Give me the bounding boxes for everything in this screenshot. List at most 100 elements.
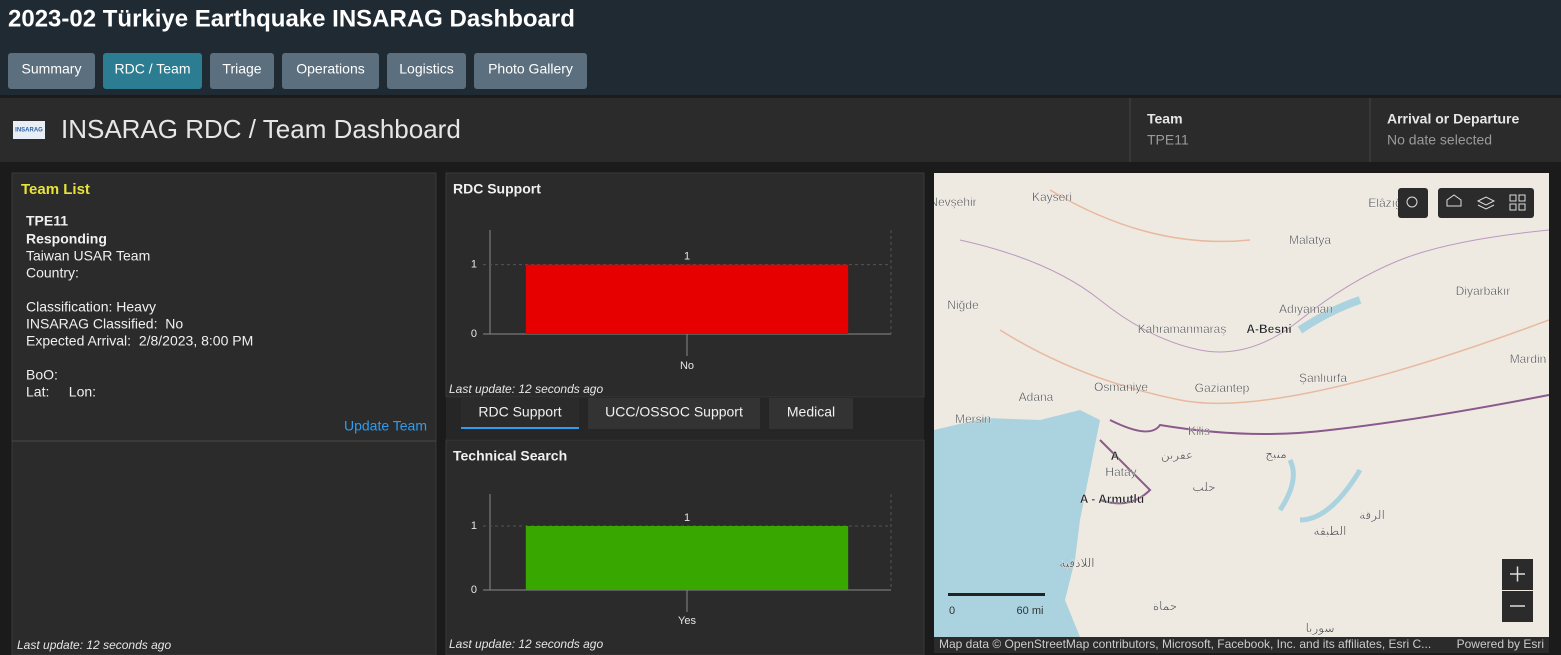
map-label: Mersin: [955, 412, 991, 426]
team-line: Country:: [26, 265, 79, 281]
y-tick-label: 1: [471, 259, 477, 271]
y-tick-label: 1: [471, 520, 477, 532]
footer: Last update: 12 seconds ago: [449, 382, 603, 396]
chart-title: Technical Search: [453, 448, 567, 464]
map-sea: [934, 410, 1100, 637]
team-line: Responding: [26, 231, 107, 247]
panel-title: Team List: [21, 181, 90, 198]
selector-value: TPE11: [1147, 132, 1189, 148]
logo-text: INSARAG: [15, 128, 43, 134]
map-label: Hatay: [1105, 465, 1136, 479]
tab-label: Operations: [296, 61, 364, 77]
map-label: عفرين: [1161, 448, 1193, 462]
home-icon: [1446, 194, 1462, 207]
bar: [525, 526, 849, 590]
team-line: TPE11: [26, 213, 68, 229]
data-label: 1: [684, 251, 690, 263]
map-label: Kayseri: [1032, 190, 1072, 204]
tab-label: Photo Gallery: [488, 61, 573, 77]
team-line: Lat: Lon:: [26, 384, 96, 400]
tab-label: RDC / Team: [115, 61, 191, 77]
app-title: 2023-02 Türkiye Earthquake INSARAG Dashb…: [8, 5, 575, 32]
footer: Last update: 12 seconds ago: [17, 638, 171, 652]
map-label: اللاذقية: [1059, 556, 1094, 570]
update-link[interactable]: Update Team: [344, 418, 427, 434]
tab[interactable]: [474, 53, 587, 89]
map-border: [1099, 439, 1152, 505]
header-bar: [0, 98, 1561, 162]
scale-label: 60 mi: [1017, 605, 1044, 617]
map-label: Diyarbakır: [1456, 284, 1511, 298]
map-label: حلب: [1192, 480, 1215, 494]
map-label: Osmaniye: [1094, 380, 1148, 394]
map-label: Mardin: [1510, 352, 1547, 366]
chart-tab-label: Medical: [787, 404, 835, 420]
chart-tab[interactable]: [461, 398, 579, 429]
team-line: BoO:: [26, 367, 58, 383]
map-label: Malatya: [1289, 233, 1331, 247]
map-label: A-Besni: [1246, 322, 1291, 336]
map-label: الطبقة: [1314, 524, 1347, 538]
map-road: [999, 189, 1549, 405]
plus-icon: [1510, 566, 1525, 582]
logo: INSARAG: [13, 121, 45, 139]
map-label: منبج: [1265, 447, 1286, 461]
attribution: Map data © OpenStreetMap contributors, M…: [939, 637, 1431, 651]
team-line: Classification: Heavy: [26, 299, 156, 315]
map-label: A: [1111, 449, 1120, 463]
attribution-bar: [934, 637, 1549, 653]
map-label: Şanlıurfa: [1299, 371, 1347, 385]
search-icon: [1406, 196, 1418, 208]
scale-label: 0: [949, 605, 955, 617]
chart-tab[interactable]: [588, 398, 760, 429]
data-label: 1: [684, 512, 690, 524]
qr-icon: [1509, 194, 1526, 211]
tab-underline: [461, 427, 579, 429]
tab-label: Logistics: [399, 61, 453, 77]
selector-label[interactable]: Arrival or Departure: [1387, 111, 1519, 127]
bar: [525, 264, 849, 334]
search-button[interactable]: [1398, 188, 1428, 218]
team-panel: [11, 172, 437, 655]
chart-tab-label: RDC Support: [478, 404, 561, 420]
tab[interactable]: [387, 53, 466, 89]
chart-title: RDC Support: [453, 181, 541, 197]
chart-tab[interactable]: [769, 398, 853, 429]
team-line: Expected Arrival: 2/8/2023, 8:00 PM: [26, 333, 253, 349]
map-label: Kahramanmaraş: [1138, 322, 1227, 336]
y-tick-label: 0: [471, 584, 477, 596]
team-line: INSARAG Classified: No: [26, 316, 183, 332]
tab[interactable]: [8, 53, 95, 89]
tab[interactable]: [103, 53, 202, 89]
powered-by: Powered by Esri: [1457, 637, 1544, 651]
map-label: Nevşehir: [929, 195, 976, 209]
map-river: [1277, 458, 1363, 523]
selector-label[interactable]: Team: [1147, 111, 1183, 127]
map-label: Elâzığ: [1368, 196, 1401, 210]
map-label: Gaziantep: [1195, 381, 1250, 395]
tab[interactable]: [210, 53, 274, 89]
map: Nevşehir Kayseri Elâzığ Malatya Niğde Diyarba…: [929, 173, 1549, 653]
x-tick-label: Yes: [678, 615, 696, 627]
map-label: Adıyaman: [1279, 302, 1333, 316]
map-border: [1109, 394, 1549, 435]
map-label: Niğde: [947, 298, 979, 312]
tab[interactable]: [282, 53, 379, 89]
y-tick-label: 0: [471, 328, 477, 340]
map-lake: [1297, 296, 1362, 334]
map-tools[interactable]: [1438, 188, 1534, 218]
map-label: A - Armutlu: [1080, 492, 1144, 506]
map-label: الرقة: [1359, 508, 1385, 522]
map-label: سوريا: [1305, 621, 1334, 635]
tab-label: Summary: [22, 61, 82, 77]
map-label: Kilis: [1188, 424, 1210, 438]
tab-label: Triage: [222, 61, 261, 77]
selector-value: No date selected: [1387, 132, 1492, 148]
dashboard-title: INSARAG RDC / Team Dashboard: [61, 114, 461, 144]
map-label: Adana: [1019, 390, 1054, 404]
chart-tab-label: UCC/OSSOC Support: [605, 404, 743, 420]
layers-icon: [1476, 196, 1496, 210]
map-label: حماة: [1153, 599, 1177, 613]
